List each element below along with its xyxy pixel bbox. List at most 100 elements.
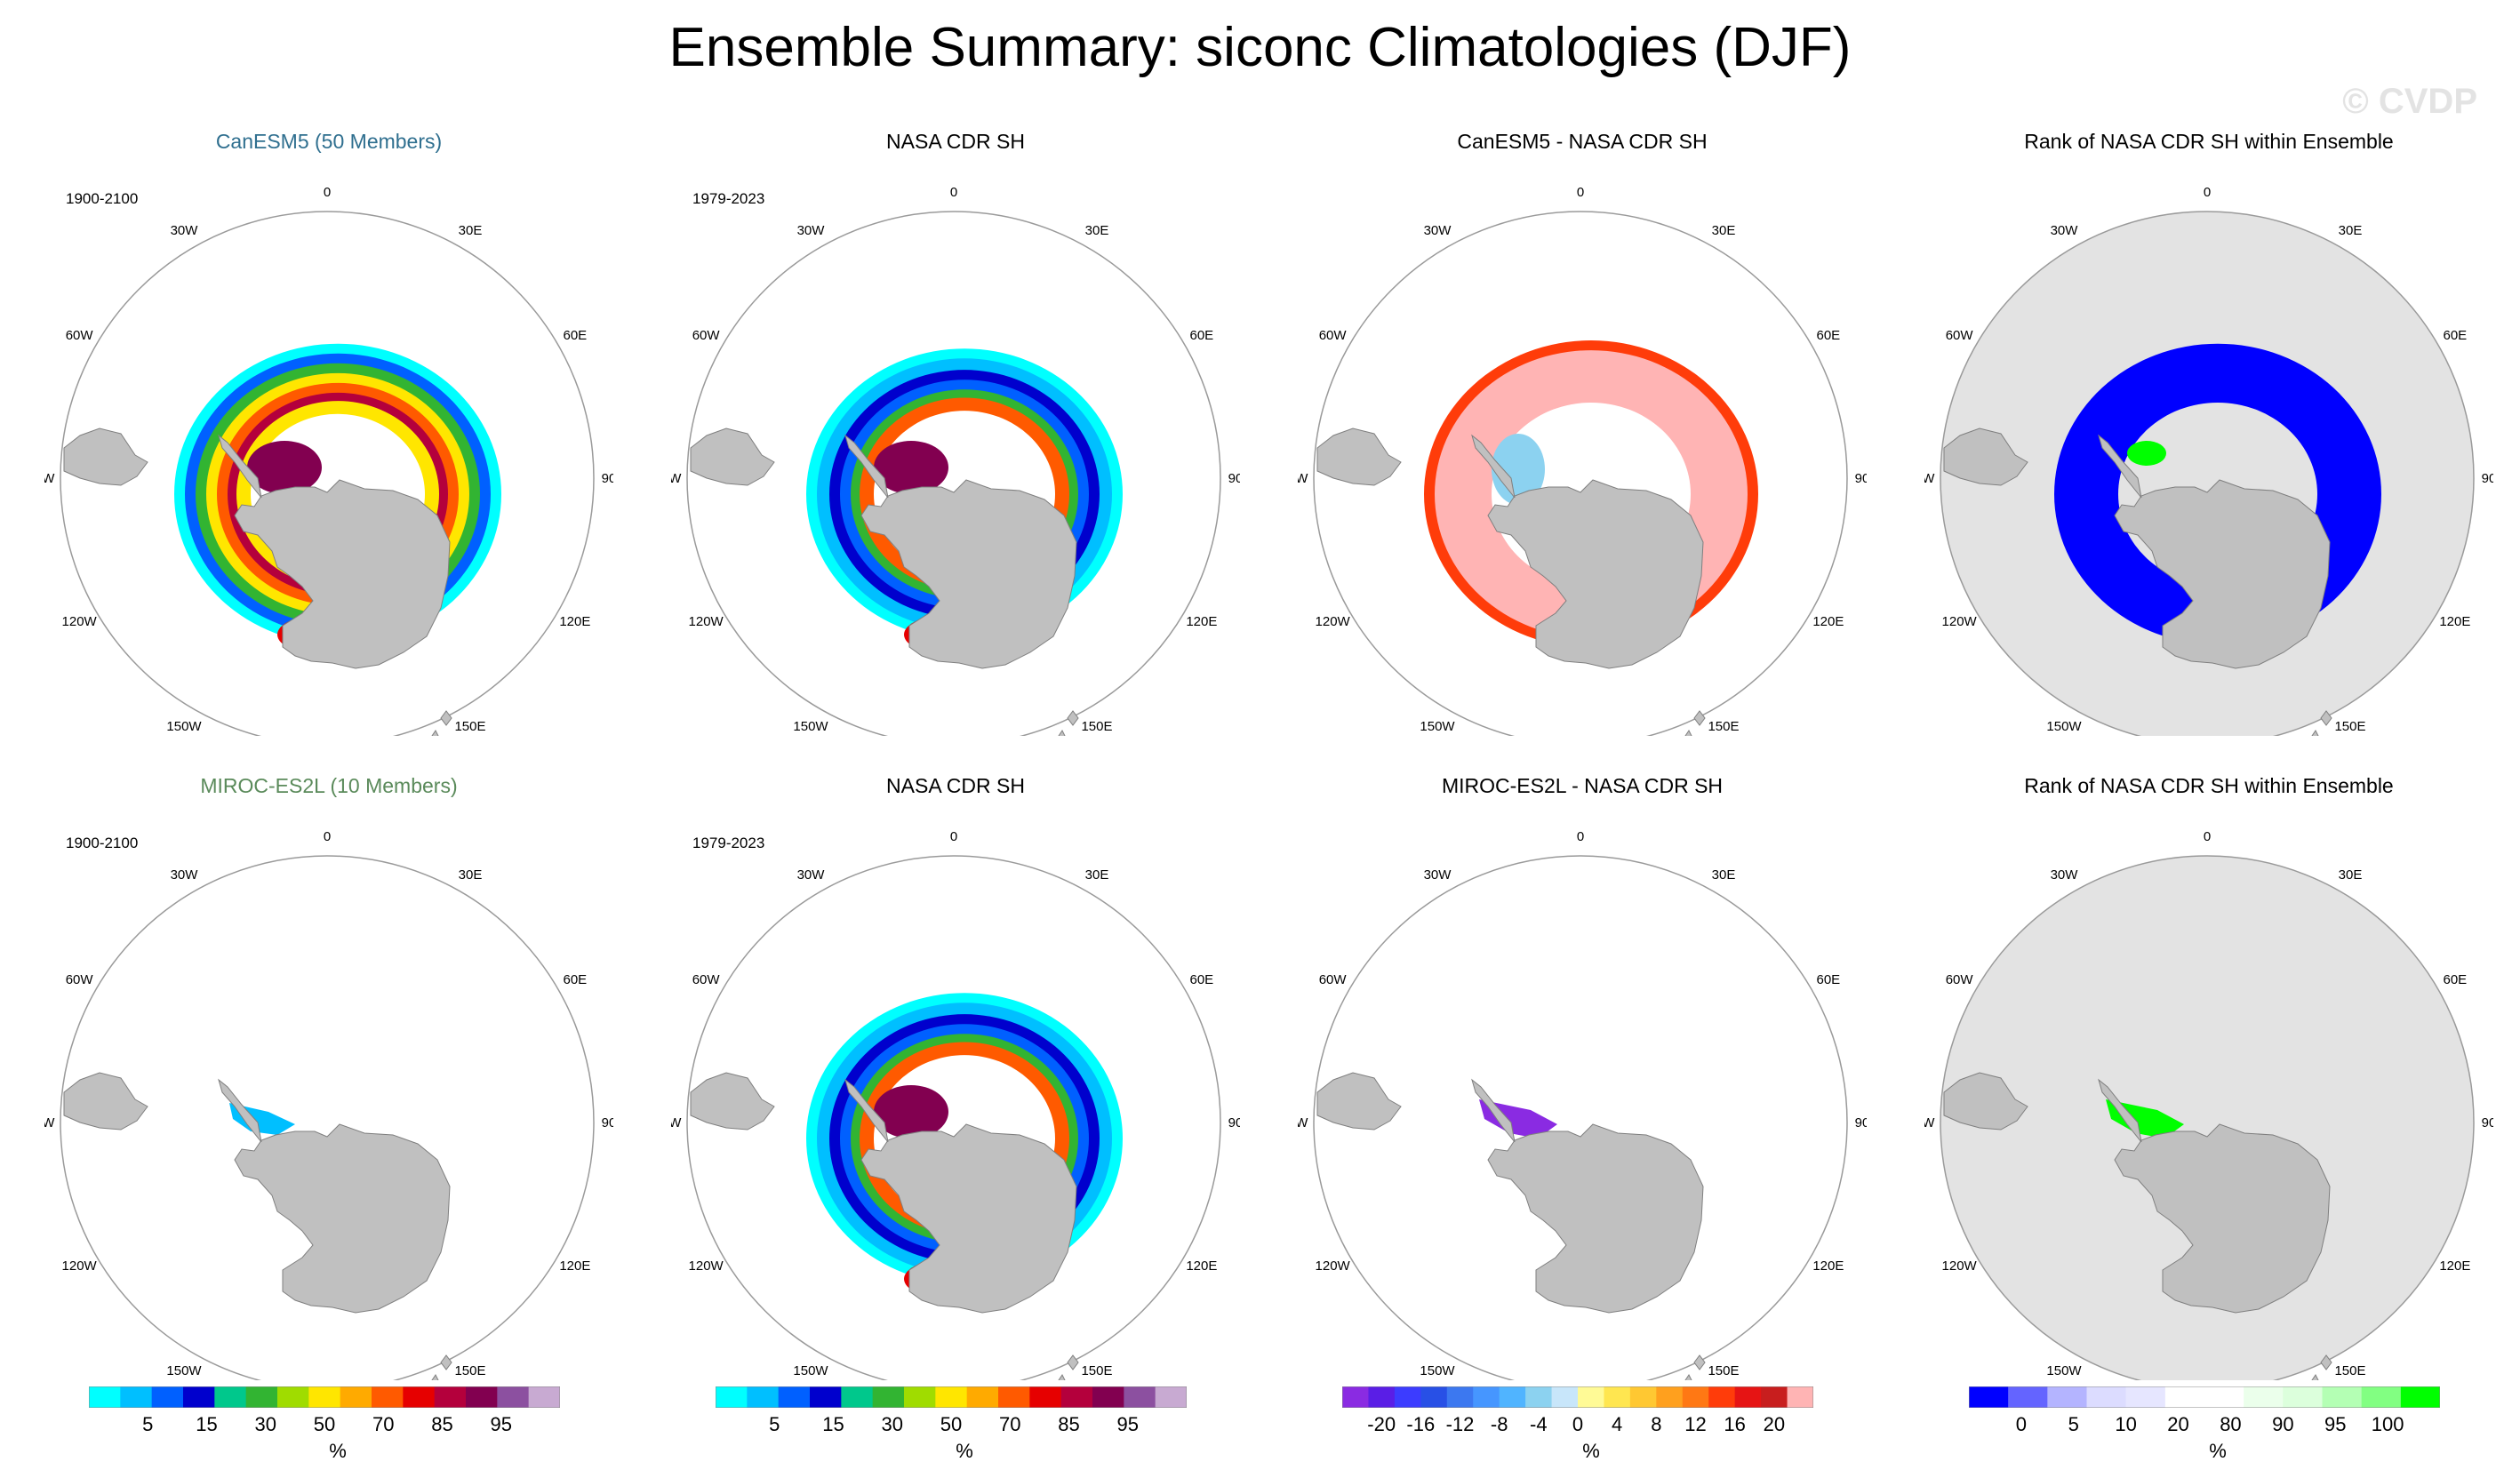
longitude-label: 150W <box>793 719 828 734</box>
colorbar-unit-label: % <box>329 1440 347 1462</box>
longitude-label: 150E <box>1708 1363 1739 1378</box>
longitude-label: 90W <box>44 1115 55 1130</box>
longitude-label: 30E <box>1712 867 1736 883</box>
colorbar-swatch <box>2322 1386 2363 1408</box>
longitude-label: 60W <box>66 972 94 987</box>
weddell-sea-ice <box>874 441 948 494</box>
longitude-label: 0 <box>950 185 957 200</box>
colorbar-swatch <box>2204 1386 2244 1408</box>
cvdp-watermark: © CVDP <box>2342 82 2477 121</box>
colorbar-swatch <box>1734 1386 1762 1408</box>
colorbar-swatch <box>1629 1386 1657 1408</box>
map-boundary <box>1313 855 1848 1380</box>
longitude-label: 150E <box>1081 719 1112 734</box>
longitude-label: 150W <box>166 1363 202 1378</box>
colorbar-tick: 95 <box>490 1413 512 1435</box>
map-boundary <box>1313 211 1848 736</box>
diff-weddell <box>1492 434 1545 505</box>
longitude-label: 60E <box>2444 972 2468 987</box>
colorbar-swatch <box>1761 1386 1788 1408</box>
longitude-label: 90W <box>1298 471 1308 486</box>
polar-map: 030E60E90E120E150E180150W120W90W60W30W <box>1298 185 1867 736</box>
longitude-label: 90W <box>671 471 682 486</box>
colorbar-swatch <box>1969 1386 2009 1408</box>
colorbar-swatch <box>2244 1386 2284 1408</box>
colorbar-swatch <box>1060 1386 1093 1408</box>
antarctic-peninsula-land <box>1471 434 1516 499</box>
longitude-label: 30E <box>2339 867 2363 883</box>
colorbar-swatch <box>841 1386 874 1408</box>
new-zealand-land <box>1058 1354 1079 1380</box>
colorbar-swatch <box>2400 1386 2440 1408</box>
longitude-label: 150E <box>1708 719 1739 734</box>
longitude-label: 0 <box>950 829 957 844</box>
longitude-label: 90E <box>1855 471 1867 486</box>
longitude-label: 30E <box>1712 223 1736 238</box>
colorbar-tick: 10 <box>2115 1413 2137 1435</box>
south-america-land <box>1943 427 2028 486</box>
colorbar-swatch <box>2283 1386 2323 1408</box>
longitude-label: 60E <box>1190 328 1214 343</box>
map-panel: CanESM5 - NASA CDR SH 0 30E 60E 90E 120E 150E 1… <box>1298 124 1867 747</box>
antarctic-peninsula-land <box>218 1078 262 1143</box>
colorbar-tick: 5 <box>769 1413 780 1435</box>
antarctica-land <box>234 1123 451 1314</box>
panel-title: Rank of NASA CDR SH within Ensemble <box>2024 130 2394 153</box>
longitude-label: 90E <box>1228 1115 1240 1130</box>
polar-map: 030E60E90E120E150E180150W120W90W60W30W <box>1924 185 2493 736</box>
map-panel: MIROC-ES2L - NASA CDR SH 0 30E 60E 90E 120E 15… <box>1298 769 1867 1391</box>
period-label: 1900-2100 <box>66 835 139 851</box>
colorbar-tick: -16 <box>1406 1413 1436 1435</box>
longitude-label: 30W <box>797 867 826 883</box>
south-america-land <box>690 1072 775 1130</box>
colorbar-swatch <box>810 1386 842 1408</box>
antarctic-peninsula-land <box>1471 1078 1516 1143</box>
colorbar-swatch <box>1394 1386 1421 1408</box>
colorbar-swatch <box>1155 1386 1187 1408</box>
longitude-label: 120W <box>62 614 98 629</box>
longitude-label: 90E <box>602 471 613 486</box>
longitude-label: 120E <box>1186 614 1217 629</box>
colorbar-swatch <box>935 1386 968 1408</box>
rank-high-weddell <box>2127 441 2166 466</box>
colorbar-tick: 30 <box>881 1413 903 1435</box>
colorbar-swatch <box>120 1386 153 1408</box>
longitude-label: 30W <box>2051 223 2079 238</box>
antarctica-land <box>860 479 1077 669</box>
colorbar-tick: 85 <box>1058 1413 1080 1435</box>
colorbar-tick: 8 <box>1651 1413 1662 1435</box>
south-america-land <box>1316 427 1402 486</box>
polar-map: 030E60E90E120E150E180150W120W90W60W30W <box>44 185 613 736</box>
polar-map: 030E60E90E120E150E180150W120W90W60W30W <box>1298 829 1867 1380</box>
longitude-label: 0 <box>324 185 331 200</box>
antarctic-peninsula-land <box>2098 434 2142 499</box>
south-america-land <box>1316 1072 1402 1130</box>
antarctic-peninsula-land <box>2098 1078 2142 1143</box>
longitude-label: 30E <box>1085 223 1109 238</box>
south-america-land <box>63 1072 148 1130</box>
colorbar-tick: 0 <box>2015 1413 2027 1435</box>
colorbar-swatch <box>1473 1386 1500 1408</box>
longitude-label: 90W <box>44 471 55 486</box>
longitude-label: 120W <box>1942 614 1978 629</box>
longitude-label: 120E <box>1186 1258 1217 1274</box>
longitude-label: 30W <box>1424 867 1452 883</box>
longitude-label: 150W <box>166 719 202 734</box>
colorbar-unit-label: % <box>956 1440 973 1462</box>
longitude-label: 30W <box>171 223 199 238</box>
map-boundary <box>60 211 595 736</box>
colorbar-swatch <box>1656 1386 1684 1408</box>
polar-map: 030E60E90E120E150E180150W120W90W60W30W <box>44 829 613 1380</box>
longitude-label: 30E <box>459 867 483 883</box>
colorbar-swatch <box>308 1386 341 1408</box>
colorbar-swatch <box>1551 1386 1579 1408</box>
colorbar-tick: 50 <box>940 1413 963 1435</box>
map-panel: Rank of NASA CDR SH within Ensemble 0 30E 6… <box>1924 769 2493 1391</box>
longitude-label: 90E <box>1855 1115 1867 1130</box>
panel-title: CanESM5 (50 Members) <box>215 130 443 153</box>
longitude-label: 120W <box>1942 1258 1978 1274</box>
longitude-label: 150W <box>2046 1363 2082 1378</box>
colorbar: -20 -16 -12 -8 -4 0 4 8 12 16 20% <box>1342 1386 1840 1462</box>
colorbar-swatch <box>1420 1386 1448 1408</box>
colorbar-swatch <box>1342 1386 1369 1408</box>
